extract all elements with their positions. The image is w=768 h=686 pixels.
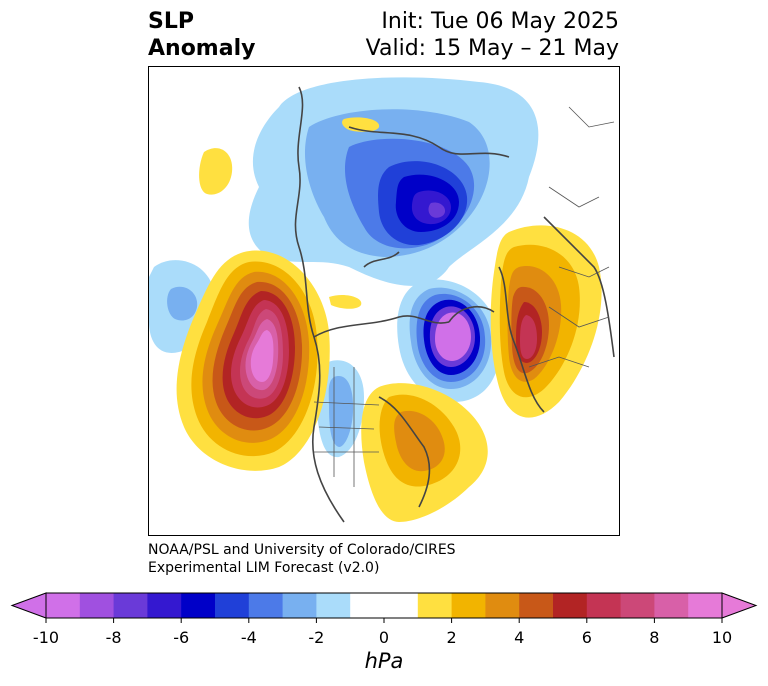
colorbar-swatch <box>282 593 317 618</box>
colorbar-tick-label: 2 <box>446 628 457 647</box>
colorbar-tick-label: -8 <box>105 628 122 647</box>
colorbar-swatch <box>451 593 486 618</box>
colorbar-under-arrow <box>10 592 47 619</box>
colorbar-tick-label: -2 <box>308 628 325 647</box>
title-variable: SLP <box>148 9 194 34</box>
colorbar-swatch <box>417 593 453 618</box>
colorbar-tick-label: -10 <box>32 628 60 647</box>
colorbar <box>10 592 758 623</box>
colorbar-swatch <box>350 593 385 618</box>
colorbar-swatch <box>248 593 284 618</box>
colorbar-tick-label: -4 <box>240 628 257 647</box>
negative-anomaly-fields <box>149 77 539 458</box>
colorbar-tick-label: -6 <box>173 628 190 647</box>
valid-range: Valid: 15 May – 21 May <box>365 36 619 61</box>
colorbar-swatch <box>688 593 723 618</box>
colorbar-tick-label: 8 <box>649 628 660 647</box>
colorbar-swatch <box>113 593 148 618</box>
colorbar-swatch <box>147 593 182 618</box>
positive-anomaly-fields <box>176 117 602 522</box>
colorbar-tick-label: 6 <box>581 628 592 647</box>
colorbar-tick-label: 4 <box>514 628 525 647</box>
colorbar-swatch <box>485 593 520 618</box>
colorbar-swatch <box>316 593 351 618</box>
colorbar-swatch <box>586 593 622 618</box>
init-date: Init: Tue 06 May 2025 <box>381 9 619 34</box>
credit-model: Experimental LIM Forecast (v2.0) <box>148 560 380 576</box>
colorbar-tick-label: 0 <box>378 628 390 647</box>
data-credit: NOAA/PSL and University of Colorado/CIRE… <box>148 541 456 577</box>
map-title: SLP Anomaly <box>148 8 255 62</box>
political-borders <box>313 106 615 487</box>
title-quantity: Anomaly <box>148 36 256 61</box>
colorbar-unit: hPa <box>364 649 404 673</box>
colorbar-swatch <box>79 593 115 618</box>
colorbar-tick-label: 10 <box>711 628 733 647</box>
colorbar-swatch <box>553 593 588 618</box>
colorbar-swatch <box>215 593 250 618</box>
colorbar-swatch <box>654 593 689 618</box>
credit-source: NOAA/PSL and University of Colorado/CIRE… <box>148 542 456 558</box>
colorbar-swatch <box>181 593 216 618</box>
colorbar-swatch <box>519 593 554 618</box>
slp-anomaly-map <box>148 66 620 536</box>
forecast-dates: Init: Tue 06 May 2025 Valid: 15 May – 21… <box>366 8 619 62</box>
colorbar-over-arrow <box>721 592 758 619</box>
colorbar-swatch <box>46 593 81 618</box>
coastlines <box>294 86 615 523</box>
colorbar-swatch <box>384 593 419 618</box>
colorbar-swatch <box>620 593 655 618</box>
